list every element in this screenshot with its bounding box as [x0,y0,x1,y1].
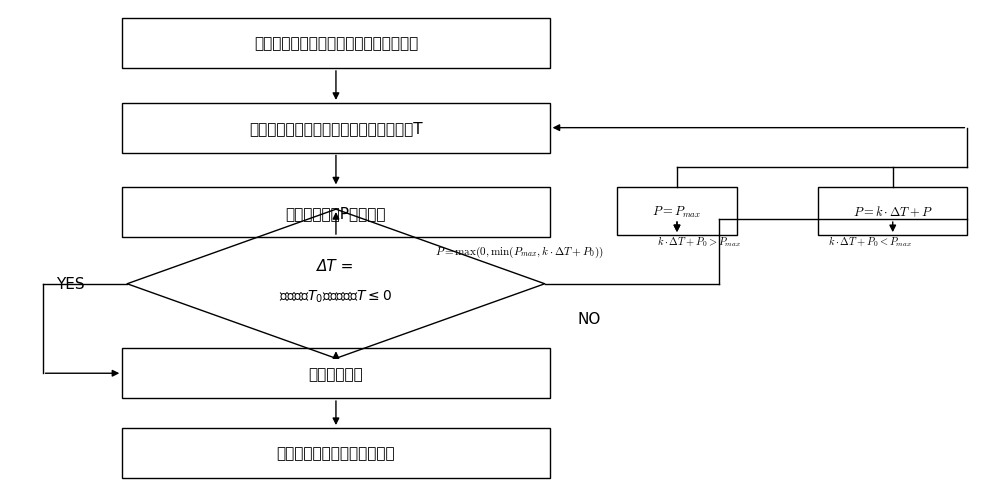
Bar [122,19,550,69]
Bar [617,188,737,236]
Text: NO: NO [578,311,601,326]
Text: $k\cdot\Delta T+P_0>P_{max}$: $k\cdot\Delta T+P_0>P_{max}$ [657,234,741,249]
Text: YES: YES [56,277,85,292]
Text: $P=k\cdot\Delta T+P$: $P=k\cdot\Delta T+P$ [853,204,933,219]
Text: 依据加热功率P进行加热: 依据加热功率P进行加热 [286,205,386,220]
Bar [122,104,550,153]
Text: $P = \max(0,\min(P_{max},k\cdot\Delta T+P_0))$: $P = \max(0,\min(P_{max},k\cdot\Delta T+… [435,244,604,259]
Bar [122,348,550,398]
Text: 将微带线测试单元放置于激光窗口正下方: 将微带线测试单元放置于激光窗口正下方 [254,37,418,51]
Text: $k\cdot\Delta T+P_0<P_{max}$: $k\cdot\Delta T+P_0<P_{max}$ [828,234,912,249]
Text: ΔT =: ΔT = [317,259,355,274]
Bar [122,428,550,478]
Bar [818,188,967,236]
Text: 实施保温功率: 实施保温功率 [309,366,363,381]
Bar [122,188,550,238]
Text: $P=P_{max}$: $P=P_{max}$ [652,204,702,219]
Text: 由温度控制与检测单元获得此时测试温度T: 由温度控制与检测单元获得此时测试温度T [249,121,423,136]
Text: 设置温度$T_0$－测试温度$T\leq0$: 设置温度$T_0$－测试温度$T\leq0$ [279,288,392,304]
Text: 完成温度设置，进行实际测试: 完成温度设置，进行实际测试 [277,445,395,460]
